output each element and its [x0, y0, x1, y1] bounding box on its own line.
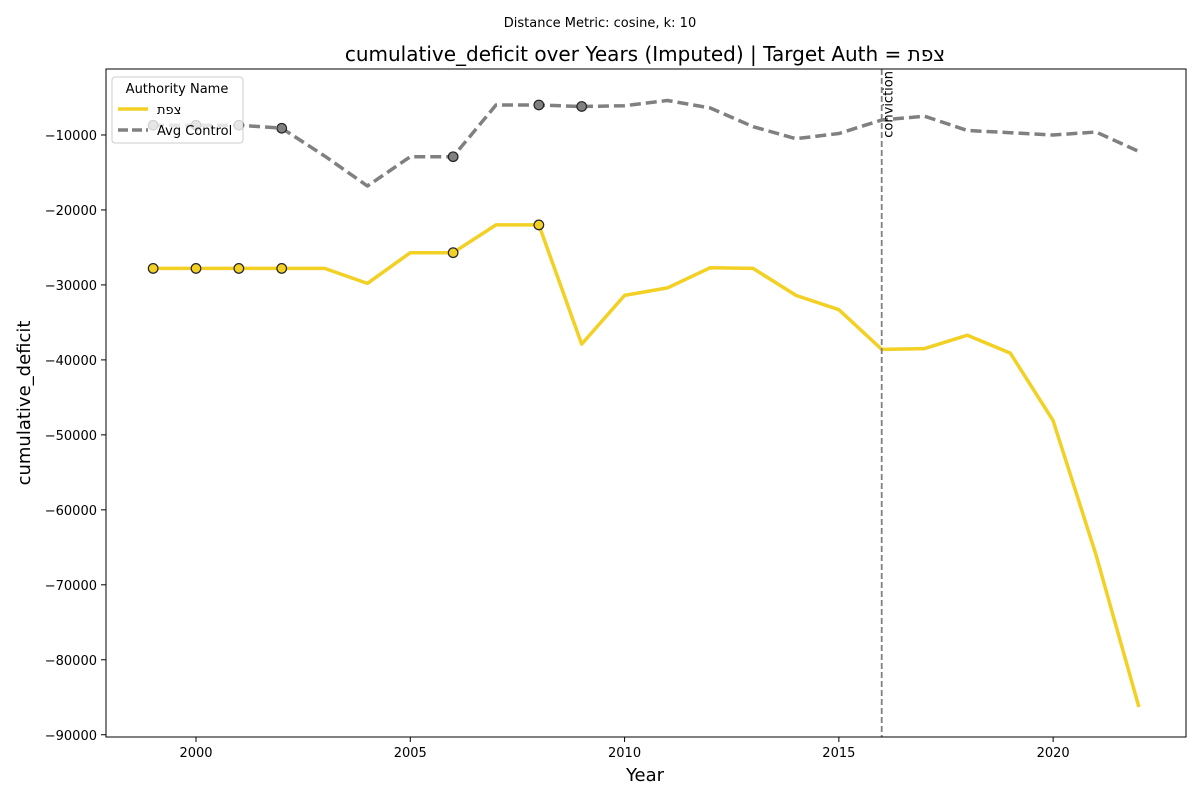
y-tick-label: −10000: [45, 129, 97, 144]
chart-title: cumulative_deficit over Years (Imputed) …: [345, 42, 945, 66]
legend-label-series-1: Avg Control: [157, 124, 232, 139]
imputed-marker-series-0: [447, 247, 459, 259]
x-tick-label: 2000: [179, 746, 212, 761]
y-tick-label: −50000: [45, 429, 97, 444]
x-tick-label: 2005: [394, 746, 427, 761]
y-tick-label: −20000: [45, 204, 97, 219]
imputed-marker-series-0: [233, 263, 245, 274]
series-line-1: [153, 98, 1140, 188]
legend: Authority Name צפת Avg Control: [111, 76, 244, 144]
legend-box: [111, 76, 244, 144]
y-tick-label: −90000: [45, 729, 97, 744]
series-line-0: [153, 223, 1141, 708]
legend-title: Authority Name: [126, 82, 229, 97]
annotation-label: conviction: [882, 71, 897, 138]
imputed-marker-series-0: [276, 263, 288, 274]
x-axis-label: Year: [625, 765, 665, 786]
imputed-marker-series-0: [147, 263, 159, 274]
axes-frame: [105, 68, 1187, 738]
y-tick-label: −30000: [45, 279, 97, 294]
y-tick-label: −70000: [45, 579, 97, 594]
y-tick-label: −80000: [45, 654, 97, 669]
y-axis-label: cumulative_deficit: [14, 321, 35, 486]
x-tick-label: 2020: [1037, 746, 1070, 761]
imputed-marker-series-1: [576, 101, 588, 112]
plot-area: conviction: [147, 69, 1141, 737]
x-tick-label: 2015: [822, 746, 855, 761]
y-tick-label: −40000: [45, 354, 97, 369]
axes: 2000 2005 2010 2015 2020 −90000 −80000 −70000 −6…: [45, 68, 1187, 761]
imputed-marker-series-0: [190, 263, 202, 274]
imputed-marker-series-1: [447, 151, 459, 163]
legend-label-series-0: צפת: [157, 103, 181, 118]
x-tick-label: 2010: [608, 746, 641, 761]
imputed-marker-series-0: [533, 219, 545, 231]
imputed-marker-series-1: [276, 122, 288, 134]
chart-suptitle: Distance Metric: cosine, k: 10: [504, 16, 696, 31]
imputed-marker-series-1: [533, 99, 545, 111]
y-tick-label: −60000: [45, 504, 97, 519]
